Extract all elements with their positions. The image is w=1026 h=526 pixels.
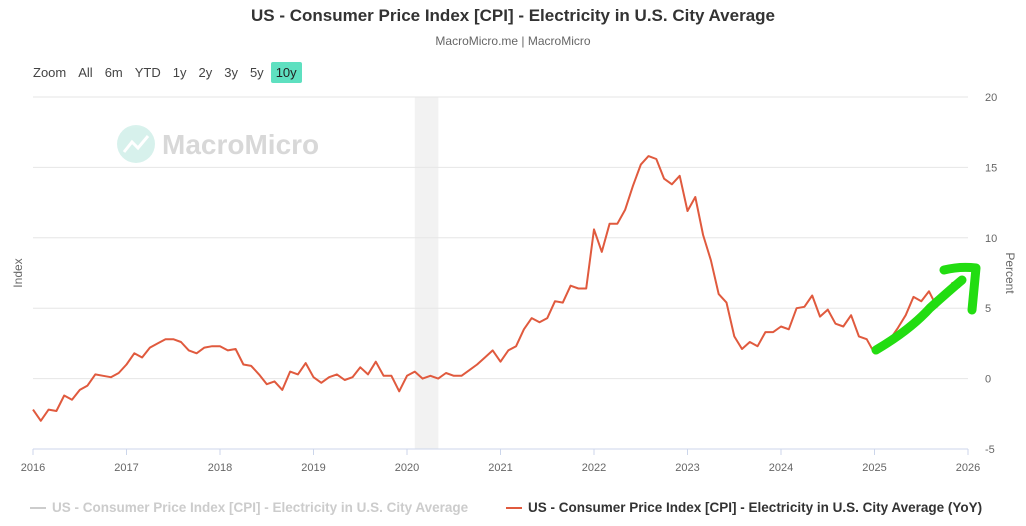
range-button-All[interactable]: All bbox=[78, 65, 93, 80]
range-button-1y[interactable]: 1y bbox=[172, 65, 187, 80]
x-tick-label: 2021 bbox=[488, 462, 512, 474]
range-button-10y[interactable]: 10y bbox=[270, 62, 302, 83]
legend-item-yoy[interactable]: US - Consumer Price Index [CPI] - Electr… bbox=[506, 500, 982, 515]
range-button-YTD[interactable]: YTD bbox=[134, 65, 161, 80]
legend-label: US - Consumer Price Index [CPI] - Electr… bbox=[52, 500, 469, 515]
watermark-logo bbox=[117, 125, 155, 163]
x-tick-label: 2019 bbox=[301, 462, 325, 474]
x-tick-label: 2020 bbox=[395, 462, 419, 474]
x-tick-label: 2016 bbox=[21, 462, 45, 474]
annotation-arrow bbox=[871, 262, 981, 355]
watermark-text: MacroMicro bbox=[162, 129, 319, 160]
y-tick-label: 0 bbox=[985, 374, 991, 386]
x-tick-label: 2026 bbox=[956, 462, 980, 474]
legend-swatch bbox=[506, 506, 522, 509]
y-right-axis-label: Percent bbox=[1003, 252, 1017, 294]
x-tick-label: 2018 bbox=[208, 462, 232, 474]
x-tick-label: 2024 bbox=[769, 462, 793, 474]
y-tick-label: 5 bbox=[985, 303, 991, 315]
recession-band bbox=[414, 97, 439, 449]
legend-swatch bbox=[30, 506, 46, 509]
y-tick-label: -5 bbox=[985, 444, 995, 456]
range-button-3y[interactable]: 3y bbox=[224, 65, 238, 80]
range-button-6m[interactable]: 6m bbox=[104, 65, 123, 80]
y-left-axis-label: Index bbox=[11, 258, 25, 287]
range-button-2y[interactable]: 2y bbox=[198, 65, 213, 80]
series-line-yoy bbox=[32, 155, 961, 422]
y-tick-label: 15 bbox=[985, 162, 997, 174]
legend-item-index[interactable]: US - Consumer Price Index [CPI] - Electr… bbox=[30, 500, 468, 515]
x-tick-label: 2023 bbox=[675, 462, 699, 474]
y-tick-label: 10 bbox=[985, 233, 997, 245]
range-button-5y[interactable]: 5y bbox=[249, 65, 264, 80]
range-selector: Zoom All 6m YTD 1y 2y 3y 5y 10y bbox=[28, 62, 302, 83]
legend-label: US - Consumer Price Index [CPI] - Electr… bbox=[528, 500, 983, 515]
y-tick-label: 20 bbox=[985, 92, 997, 104]
x-tick-label: 2017 bbox=[114, 462, 138, 474]
chart-title: US - Consumer Price Index [CPI] - Electr… bbox=[251, 6, 775, 25]
chart-subtitle: MacroMicro.me | MacroMicro bbox=[435, 34, 591, 48]
zoom-label: Zoom bbox=[33, 65, 67, 80]
x-tick-label: 2022 bbox=[582, 462, 606, 474]
x-tick-label: 2025 bbox=[862, 462, 886, 474]
